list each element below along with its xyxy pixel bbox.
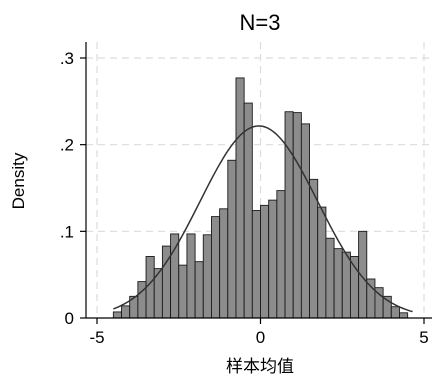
y-tick-label: .2 [60, 136, 74, 155]
y-tick-label: .1 [60, 222, 74, 241]
histogram-bar [325, 237, 335, 319]
x-tick-label: -5 [89, 328, 104, 347]
chart-title: N=3 [240, 10, 281, 35]
bars [112, 77, 409, 319]
histogram-bar [317, 206, 327, 319]
histogram-bar [137, 281, 147, 319]
normal-density-curve [113, 125, 413, 313]
histogram-bar [251, 210, 261, 319]
histogram-bar [243, 102, 253, 319]
x-axis-label: 样本均值 [226, 357, 294, 376]
histogram-bar [390, 306, 400, 319]
histogram-bar [227, 159, 237, 319]
histogram-bar [284, 111, 294, 319]
histogram-bar [219, 208, 229, 319]
histogram-bar [292, 112, 302, 319]
histogram-bar [333, 248, 343, 319]
histogram-bar [399, 312, 409, 319]
x-tick-label: 0 [256, 328, 265, 347]
histogram-bar [268, 199, 278, 319]
histogram-bar [366, 278, 376, 319]
histogram-bar [112, 311, 122, 319]
histogram-bar [121, 305, 131, 319]
y-tick-label: 0 [65, 309, 74, 328]
y-tick-label: .3 [60, 49, 74, 68]
y-axis-label: Density [9, 152, 28, 209]
histogram-bar [170, 233, 180, 319]
histogram-bar [194, 261, 204, 319]
histogram-bar [202, 234, 212, 319]
histogram-bar [145, 256, 155, 319]
histogram-bar [210, 216, 221, 319]
histogram-bar [341, 251, 351, 319]
histogram-bar [235, 77, 245, 319]
x-tick-label: 5 [419, 328, 428, 347]
ticks: -5 0 5 0 .1 .2 .3 [60, 49, 429, 347]
histogram-bar [276, 190, 286, 319]
histogram-bar [186, 233, 196, 319]
histogram-bar [300, 123, 311, 319]
histogram-bar [260, 204, 270, 319]
histogram-bar [178, 264, 188, 319]
axes [85, 42, 432, 319]
